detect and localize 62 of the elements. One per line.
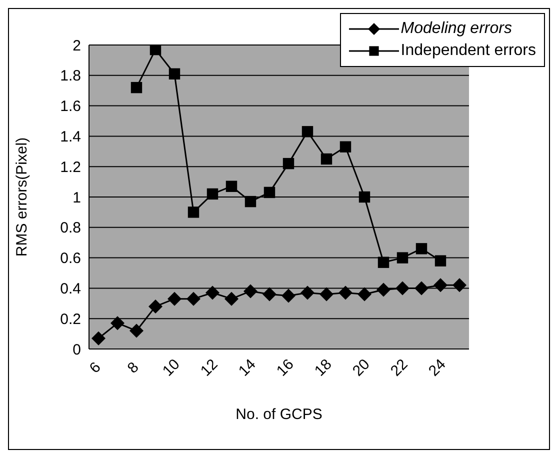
point: [244, 196, 256, 208]
x-tick-label: 12: [197, 356, 222, 380]
y-tick-label: 0.6: [60, 250, 81, 268]
point: [148, 299, 162, 314]
point: [376, 282, 390, 297]
point: [262, 287, 276, 302]
point: [302, 126, 314, 138]
point: [300, 286, 314, 300]
point: [226, 180, 238, 192]
point: [378, 256, 390, 268]
y-tick-label: 1.6: [60, 98, 81, 116]
y-axis-title: RMS errors(Pixel): [13, 137, 30, 257]
point: [452, 278, 466, 292]
x-tick-label: 8: [124, 358, 142, 377]
x-tick-label: 22: [387, 356, 412, 380]
point: [206, 188, 218, 200]
point: [414, 281, 428, 296]
x-tick-label: 18: [311, 356, 336, 380]
point: [186, 292, 200, 306]
point: [130, 324, 144, 338]
legend-label: Independent errors: [400, 42, 536, 60]
point: [110, 316, 124, 330]
point: [338, 286, 352, 300]
y-tick-label: 0.4: [60, 280, 81, 298]
point: [130, 82, 142, 94]
y-tick-label: 0.2: [60, 310, 81, 328]
y-tick-label: 0.8: [60, 220, 81, 237]
x-tick-label: 20: [349, 356, 374, 380]
y-tick-label: 1.8: [60, 68, 81, 85]
point: [282, 288, 296, 303]
point: [434, 278, 448, 292]
y-tick-label: 1.4: [60, 128, 81, 146]
y-tick-label: 0: [72, 341, 81, 358]
point: [396, 281, 410, 296]
y-tick-label: 1: [72, 189, 81, 206]
point: [92, 331, 106, 346]
x-axis-title: No. of GCPS: [236, 406, 322, 423]
x-tick-label: 16: [273, 356, 298, 380]
point: [168, 68, 180, 80]
point: [320, 153, 332, 165]
point: [244, 284, 258, 298]
x-tick-label: 6: [86, 358, 104, 377]
point: [206, 286, 220, 300]
legend-label: Modeling errors: [400, 20, 512, 38]
point: [188, 206, 200, 218]
point: [282, 158, 294, 170]
y-tick-label: 2: [72, 37, 81, 54]
point: [340, 141, 352, 152]
point: [358, 191, 370, 203]
x-tick-label: 24: [425, 356, 450, 380]
point: [434, 255, 446, 266]
point: [320, 287, 334, 302]
x-tick-label: 14: [235, 356, 260, 380]
point: [224, 292, 238, 306]
point: [168, 292, 182, 306]
point: [396, 252, 408, 264]
x-tick-label: 10: [159, 356, 184, 380]
y-tick-label: 1.2: [60, 158, 81, 176]
point: [264, 186, 276, 198]
point: [416, 243, 428, 254]
point: [150, 45, 162, 56]
point: [358, 287, 372, 302]
